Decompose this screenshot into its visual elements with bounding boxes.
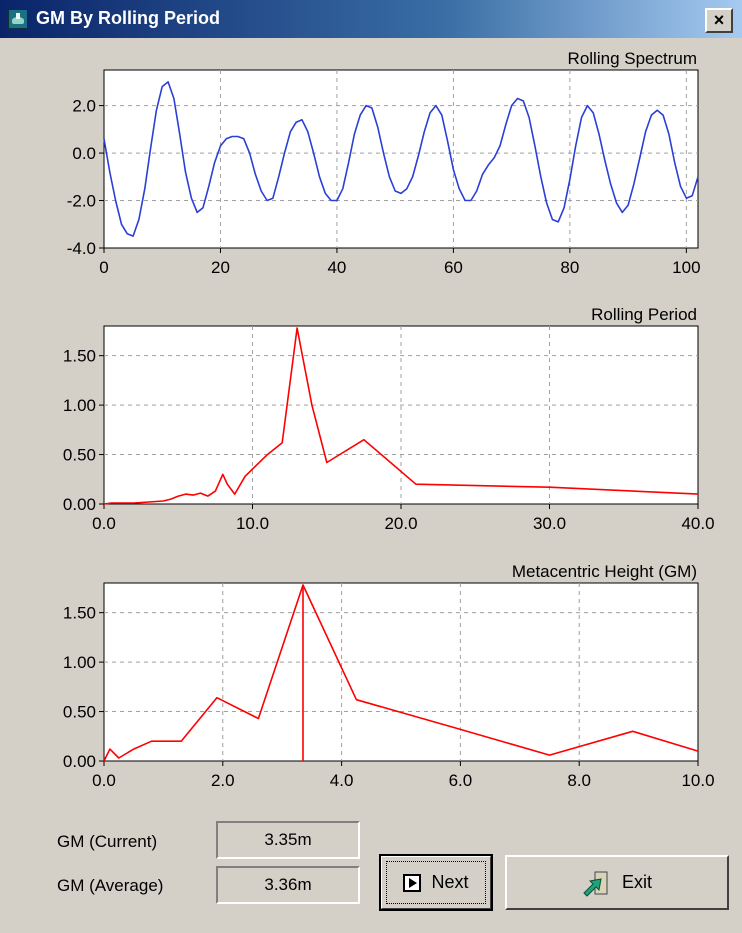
play-icon (403, 873, 422, 892)
rolling-period-chart: 0.0 10.0 20.0 30.0 40.0 1.50 1.00 0.50 0.00 Rolli… (63, 305, 715, 533)
gm-current-field: 3.35m (216, 821, 360, 859)
gm-current-label: GM (Current) (57, 832, 158, 851)
gm-average-label: GM (Average) (57, 876, 164, 895)
x-tick-label: 40.0 (681, 514, 714, 533)
next-button-label: Next (431, 872, 469, 892)
window-title: GM By Rolling Period (36, 8, 221, 28)
x-tick-label: 10.0 (236, 514, 269, 533)
y-tick-label: 0.50 (63, 703, 96, 722)
x-tick-label: 0.0 (92, 771, 116, 790)
next-button[interactable]: Next (379, 854, 493, 911)
exit-button-label: Exit (621, 872, 652, 892)
x-tick-label: 4.0 (330, 771, 354, 790)
plot-area (103, 582, 699, 762)
x-tick-label: 0.0 (92, 514, 116, 533)
x-tick-label: 2.0 (211, 771, 235, 790)
close-button[interactable]: × (705, 8, 733, 33)
x-tick-label: 20.0 (384, 514, 417, 533)
y-tick-label: 1.50 (63, 604, 96, 623)
series-line (103, 584, 699, 762)
exit-arrow-icon (583, 871, 608, 897)
y-tick-label: 2.0 (72, 97, 96, 116)
x-tick-label: 6.0 (449, 771, 473, 790)
series-line (103, 327, 699, 505)
chart-title: Rolling Spectrum (568, 49, 697, 68)
exit-button[interactable]: Exit (505, 855, 729, 910)
x-tick-label: 100 (672, 258, 700, 277)
plot-area (103, 69, 699, 249)
series-line (103, 81, 699, 237)
y-tick-label: 1.50 (63, 347, 96, 366)
title-bar: GM By Rolling Period × (0, 0, 742, 38)
x-tick-label: 30.0 (533, 514, 566, 533)
x-tick-label: 60 (444, 258, 463, 277)
focus-rect (386, 861, 486, 904)
y-tick-label: -2.0 (67, 192, 96, 211)
y-tick-label: 0.00 (63, 752, 96, 771)
x-tick-label: 20 (211, 258, 230, 277)
y-tick-label: 1.00 (63, 396, 96, 415)
x-tick-label: 10.0 (681, 771, 714, 790)
chart-title: Metacentric Height (GM) (512, 562, 697, 581)
y-tick-label: 1.00 (63, 653, 96, 672)
rolling-spectrum-chart: 0 20 40 60 80 100 2.0 0.0 -2.0 -4.0 Rolling Spectr… (67, 49, 701, 277)
y-tick-label: 0.50 (63, 446, 96, 465)
y-tick-label: 0.0 (72, 144, 96, 163)
gm-average-field: 3.36m (216, 866, 360, 904)
y-tick-label: -4.0 (67, 239, 96, 258)
gm-chart: 0.0 2.0 4.0 6.0 8.0 10.0 1.50 1.00 0.50 0.00 Metac… (63, 562, 715, 790)
y-tick-label: 0.00 (63, 495, 96, 514)
x-tick-label: 0 (99, 258, 108, 277)
chart-title: Rolling Period (591, 305, 697, 324)
x-tick-label: 40 (327, 258, 346, 277)
ship-icon (8, 9, 28, 29)
x-tick-label: 80 (560, 258, 579, 277)
x-tick-label: 8.0 (567, 771, 591, 790)
